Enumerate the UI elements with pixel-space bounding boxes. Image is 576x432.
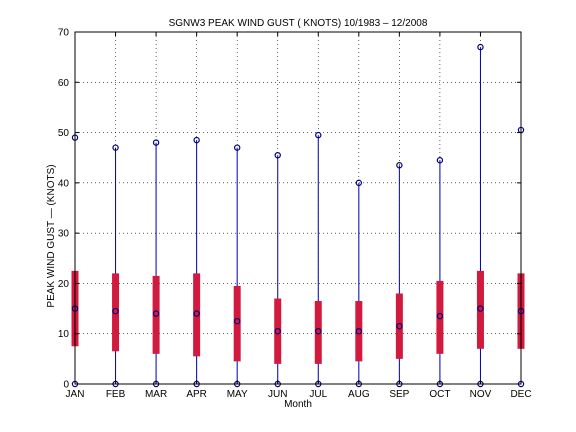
median-marker	[436, 312, 444, 320]
box-iqr	[193, 273, 201, 357]
chart-title: SGNW3 PEAK WIND GUST ( KNOTS) 10/1983 – …	[169, 18, 428, 29]
x-tick-label: MAR	[145, 389, 167, 400]
axis-ticks: 0 10 20 30 40 50 60 70 JAN FEB MAR APR MAY JUN JUL AUG S…	[58, 28, 532, 401]
x-tick-label: MAY	[227, 389, 248, 400]
box-iqr	[476, 270, 484, 349]
x-tick-label: SEP	[389, 389, 409, 400]
x-tick-label: JUN	[268, 389, 287, 400]
box-apr	[193, 136, 201, 388]
max-marker	[152, 139, 160, 146]
y-tick-label: 30	[58, 229, 70, 240]
y-axis-label: PEAK WIND GUST — (KNOTS)	[46, 164, 57, 307]
box-iqr	[274, 298, 282, 364]
max-marker	[315, 131, 322, 139]
median-marker	[396, 322, 403, 330]
median-marker	[315, 328, 322, 335]
median-marker	[477, 305, 484, 312]
box-iqr	[436, 280, 444, 354]
y-tick-label: 60	[58, 78, 70, 89]
plot-frame	[74, 31, 522, 385]
max-marker	[112, 144, 119, 151]
y-tick-label: 10	[58, 329, 70, 340]
x-tick-label: JUL	[309, 389, 327, 400]
max-marker	[233, 144, 241, 151]
max-marker	[355, 179, 363, 187]
y-tick-label: 70	[58, 28, 70, 39]
x-tick-label: OCT	[429, 389, 450, 400]
max-marker	[436, 157, 444, 164]
median-marker	[193, 310, 200, 317]
y-tick-label: 40	[58, 178, 70, 189]
x-tick-label: FEB	[106, 389, 126, 400]
median-marker	[355, 328, 363, 335]
max-marker	[396, 162, 403, 169]
median-marker	[152, 310, 160, 317]
max-marker	[193, 136, 200, 144]
x-tick-label: JAN	[66, 389, 85, 400]
median-marker	[274, 328, 281, 335]
x-tick-label: AUG	[348, 389, 370, 400]
x-tick-label: DEC	[510, 389, 531, 400]
plot-background	[75, 32, 521, 384]
max-marker	[274, 151, 281, 159]
median-marker	[112, 307, 119, 315]
box-iqr	[314, 301, 322, 364]
box-iqr	[395, 293, 403, 359]
box-iqr	[112, 273, 120, 352]
x-tick-label: APR	[186, 389, 207, 400]
x-axis-label: Month	[284, 399, 312, 410]
max-marker	[477, 43, 484, 51]
x-tick-label: NOV	[470, 389, 492, 400]
median-marker	[233, 317, 241, 325]
box-iqr	[355, 301, 363, 362]
y-tick-label: 0	[63, 380, 69, 391]
box-iqr	[152, 275, 160, 354]
y-tick-label: 20	[58, 279, 70, 290]
y-tick-label: 50	[58, 128, 70, 139]
